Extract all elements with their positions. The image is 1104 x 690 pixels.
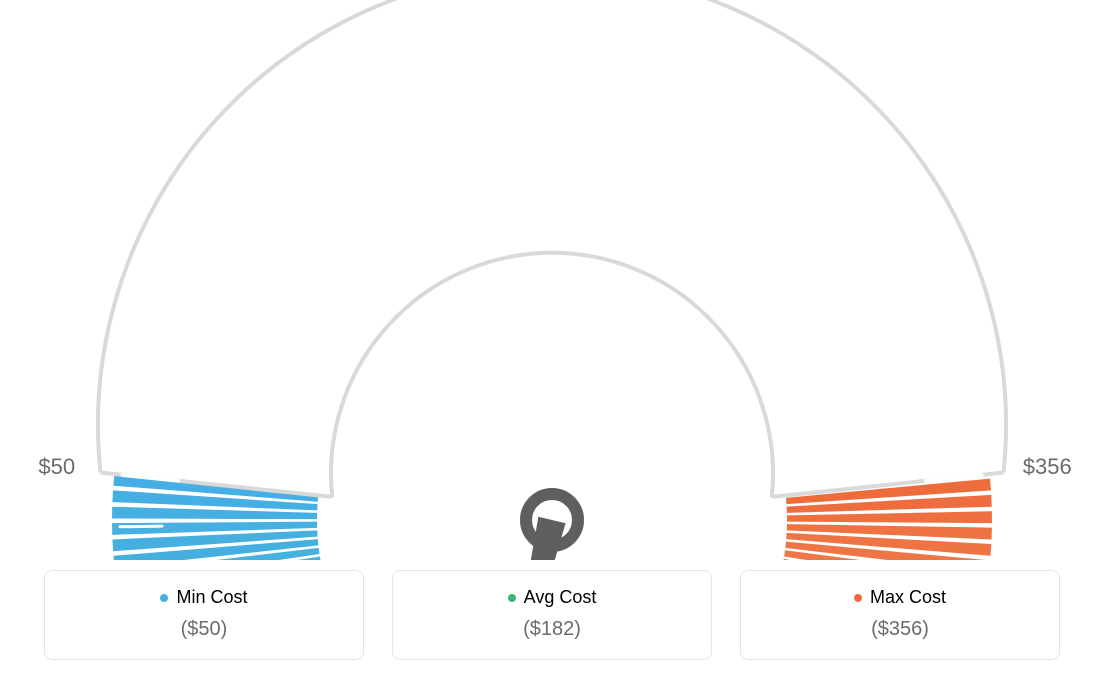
legend-label-max: Max Cost (870, 587, 946, 608)
legend-card-max: Max Cost ($356) (740, 570, 1060, 660)
svg-text:$50: $50 (38, 454, 75, 479)
legend-value-max: ($356) (759, 618, 1041, 641)
dot-avg (508, 594, 516, 602)
legend-label-min: Min Cost (176, 587, 247, 608)
legend-card-min: Min Cost ($50) (44, 570, 364, 660)
legend-row: Min Cost ($50) Avg Cost ($182) Max Cost … (0, 570, 1104, 660)
legend-card-avg: Avg Cost ($182) (392, 570, 712, 660)
cost-gauge: $50$83$116$182$240$298$356 (0, 0, 1104, 560)
dot-min (160, 594, 168, 602)
legend-value-avg: ($182) (411, 618, 693, 641)
dot-max (854, 594, 862, 602)
legend-label-avg: Avg Cost (524, 587, 597, 608)
svg-text:$356: $356 (1023, 454, 1072, 479)
legend-value-min: ($50) (63, 618, 345, 641)
